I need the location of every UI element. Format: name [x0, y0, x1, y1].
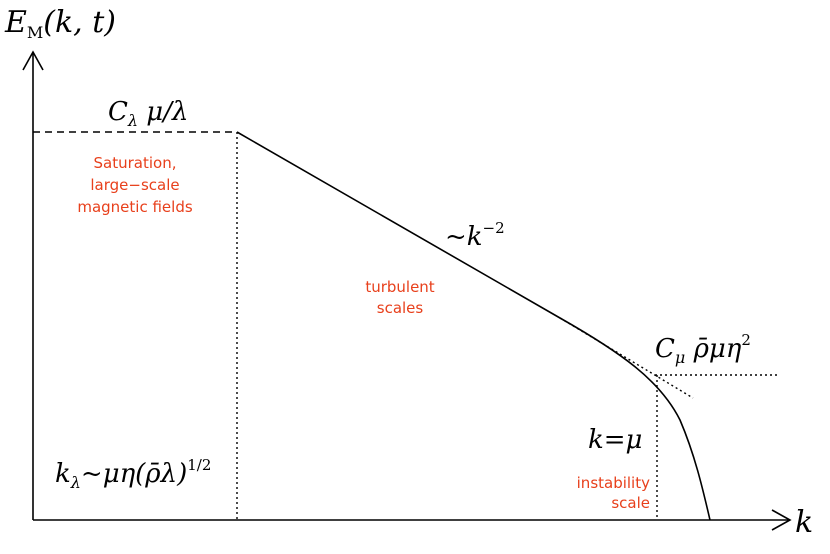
note-line: instability	[577, 474, 650, 492]
label-main: k	[55, 459, 71, 489]
x-axis-label: k	[795, 505, 813, 540]
label-main: ~k	[445, 222, 483, 252]
slope-extension	[559, 317, 694, 399]
saturation-note: Saturation, large−scale magnetic fields	[77, 154, 192, 216]
note-line: Saturation,	[94, 154, 177, 172]
label-rest: μ/λ	[138, 97, 188, 127]
label-rest: ρ̄μη	[685, 334, 741, 364]
instability-level: Cμ ρ̄μη2	[655, 331, 751, 367]
label-sub: μ	[675, 348, 685, 367]
saturation-wavenumber: kλ~μη(ρ̄λ)1/2	[55, 456, 211, 492]
axes	[22, 50, 792, 531]
y-arrow	[22, 50, 44, 71]
saturation-level: Cλ μ/λ	[108, 97, 188, 130]
label-rest: ~μη(ρ̄λ)	[81, 459, 187, 489]
label-sup: 1/2	[187, 456, 211, 474]
turbulent-note: turbulent scales	[365, 278, 434, 317]
note-line: large−scale	[90, 176, 179, 194]
note-line: scale	[611, 494, 650, 512]
x-arrow	[771, 509, 792, 531]
label-sup: 2	[741, 331, 751, 349]
label-rest: (k, t)	[43, 5, 116, 40]
label-sup: −2	[483, 219, 505, 237]
instability-wavenumber: k=μ	[588, 425, 642, 455]
label-main: E	[4, 5, 27, 40]
label-sub: λ	[127, 111, 138, 130]
spectrum-curve	[236, 131, 711, 521]
note-line: magnetic fields	[77, 198, 192, 216]
note-line: scales	[377, 299, 424, 317]
label-sub: M	[27, 23, 43, 42]
label-main: C	[108, 97, 128, 127]
instability-note: instability scale	[577, 474, 650, 512]
slope-label: ~k−2	[445, 219, 505, 252]
note-line: turbulent	[365, 278, 434, 296]
label-sub: λ	[70, 473, 81, 492]
label-main: C	[655, 334, 675, 364]
y-axis-label: EM(k, t)	[4, 5, 116, 42]
